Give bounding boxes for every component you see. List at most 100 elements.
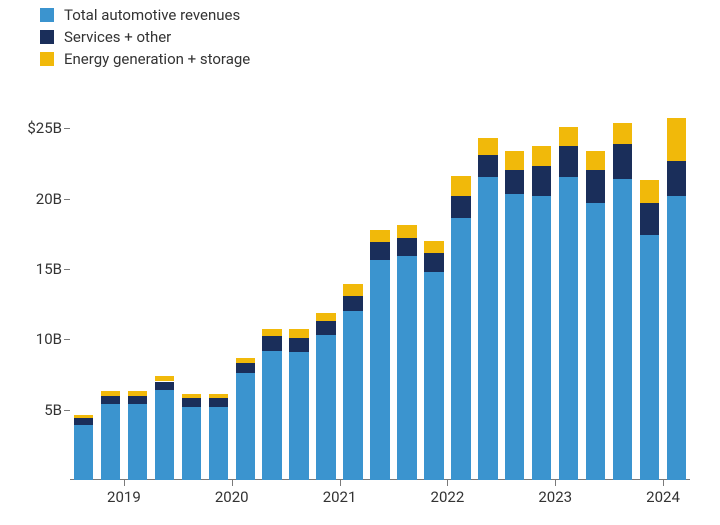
bar-seg-automotive: [667, 196, 686, 480]
bar-seg-energy: [559, 127, 578, 147]
x-tick-label: 2024: [646, 488, 680, 506]
legend-label: Energy generation + storage: [64, 50, 250, 68]
bar-seg-energy: [289, 329, 308, 337]
bar-seg-services: [101, 396, 120, 404]
bar-seg-automotive: [559, 177, 578, 480]
x-tick-mark: [340, 480, 341, 486]
plot-area: 5B10B15B20B$25B201920202021202220232024: [70, 100, 690, 480]
bar-seg-services: [397, 238, 416, 256]
legend-label: Services + other: [64, 28, 171, 46]
bar-seg-energy: [370, 230, 389, 243]
x-tick-mark: [447, 480, 448, 486]
bar-seg-energy: [74, 415, 93, 419]
bar-seg-automotive: [532, 196, 551, 480]
bar-seg-services: [478, 155, 497, 178]
bar-seg-services: [74, 418, 93, 425]
bar-seg-services: [640, 203, 659, 235]
legend-swatch: [40, 30, 54, 44]
bar-seg-energy: [586, 151, 605, 171]
bar-seg-services: [613, 144, 632, 179]
bar-seg-services: [370, 242, 389, 260]
bar-seg-energy: [397, 225, 416, 238]
bar-seg-automotive: [397, 256, 416, 480]
bar-seg-energy: [262, 329, 281, 337]
legend-swatch: [40, 8, 54, 22]
x-tick-label: 2019: [107, 488, 141, 506]
y-tick-label: 5B: [44, 401, 62, 419]
bar-seg-automotive: [424, 272, 443, 480]
bar-seg-energy: [451, 176, 470, 196]
y-tick-label: 20B: [36, 190, 62, 208]
x-tick-mark: [232, 480, 233, 486]
bar-seg-services: [236, 363, 255, 373]
legend: Total automotive revenues Services + othe…: [40, 6, 250, 72]
y-tick-label: 10B: [36, 330, 62, 348]
x-tick-mark: [124, 480, 125, 486]
bar-seg-energy: [182, 394, 201, 398]
bar-seg-automotive: [128, 404, 147, 480]
y-tick-mark: [64, 339, 70, 340]
bar-seg-energy: [613, 123, 632, 144]
x-tick-mark: [555, 480, 556, 486]
x-tick-mark: [663, 480, 664, 486]
bar-seg-energy: [316, 313, 335, 321]
bar-seg-energy: [424, 241, 443, 254]
bar-seg-energy: [640, 180, 659, 203]
bar-seg-services: [532, 166, 551, 196]
bar-seg-services: [316, 321, 335, 335]
y-tick-mark: [64, 410, 70, 411]
x-tick-label: 2023: [538, 488, 572, 506]
bar-seg-energy: [128, 391, 147, 396]
bar-seg-services: [505, 170, 524, 194]
bar-seg-energy: [101, 391, 120, 396]
y-tick-label: $25B: [27, 119, 62, 137]
bar-seg-energy: [667, 118, 686, 160]
y-tick-mark: [64, 199, 70, 200]
bar-seg-automotive: [289, 352, 308, 480]
bar-seg-services: [209, 398, 228, 406]
bar-seg-automotive: [586, 203, 605, 480]
bar-seg-automotive: [451, 218, 470, 480]
bar-seg-automotive: [74, 425, 93, 480]
bar-seg-services: [155, 382, 174, 390]
bar-seg-automotive: [209, 407, 228, 480]
bar-seg-services: [559, 146, 578, 177]
bar-seg-automotive: [370, 260, 389, 480]
bar-seg-services: [289, 338, 308, 352]
bar-seg-energy: [155, 376, 174, 382]
bar-seg-services: [182, 398, 201, 406]
bar-seg-energy: [343, 284, 362, 295]
bar-seg-energy: [236, 358, 255, 364]
bar-seg-services: [128, 396, 147, 404]
bar-seg-automotive: [155, 390, 174, 480]
bar-seg-services: [262, 336, 281, 350]
bar-seg-automotive: [101, 404, 120, 480]
x-tick-label: 2021: [323, 488, 357, 506]
y-tick-label: 15B: [36, 260, 62, 278]
legend-item: Services + other: [40, 28, 250, 46]
x-tick-label: 2020: [215, 488, 249, 506]
bar-seg-automotive: [343, 311, 362, 480]
bar-seg-energy: [532, 146, 551, 166]
bar-seg-services: [586, 170, 605, 202]
bar-seg-energy: [478, 138, 497, 155]
bar-seg-automotive: [613, 179, 632, 480]
bar-seg-services: [424, 253, 443, 271]
bar-seg-automotive: [316, 335, 335, 480]
legend-label: Total automotive revenues: [64, 6, 240, 24]
bar-seg-energy: [209, 394, 228, 398]
bar-seg-automotive: [505, 194, 524, 480]
y-tick-mark: [64, 128, 70, 129]
legend-swatch: [40, 52, 54, 66]
bar-seg-automotive: [262, 351, 281, 480]
bar-seg-automotive: [478, 177, 497, 480]
bar-seg-automotive: [182, 407, 201, 480]
bar-seg-automotive: [236, 373, 255, 480]
legend-item: Energy generation + storage: [40, 50, 250, 68]
bar-seg-services: [667, 161, 686, 196]
revenue-chart: Total automotive revenues Services + othe…: [0, 0, 720, 525]
y-tick-mark: [64, 269, 70, 270]
bar-seg-energy: [505, 151, 524, 171]
x-tick-label: 2022: [431, 488, 465, 506]
bar-seg-automotive: [640, 235, 659, 480]
